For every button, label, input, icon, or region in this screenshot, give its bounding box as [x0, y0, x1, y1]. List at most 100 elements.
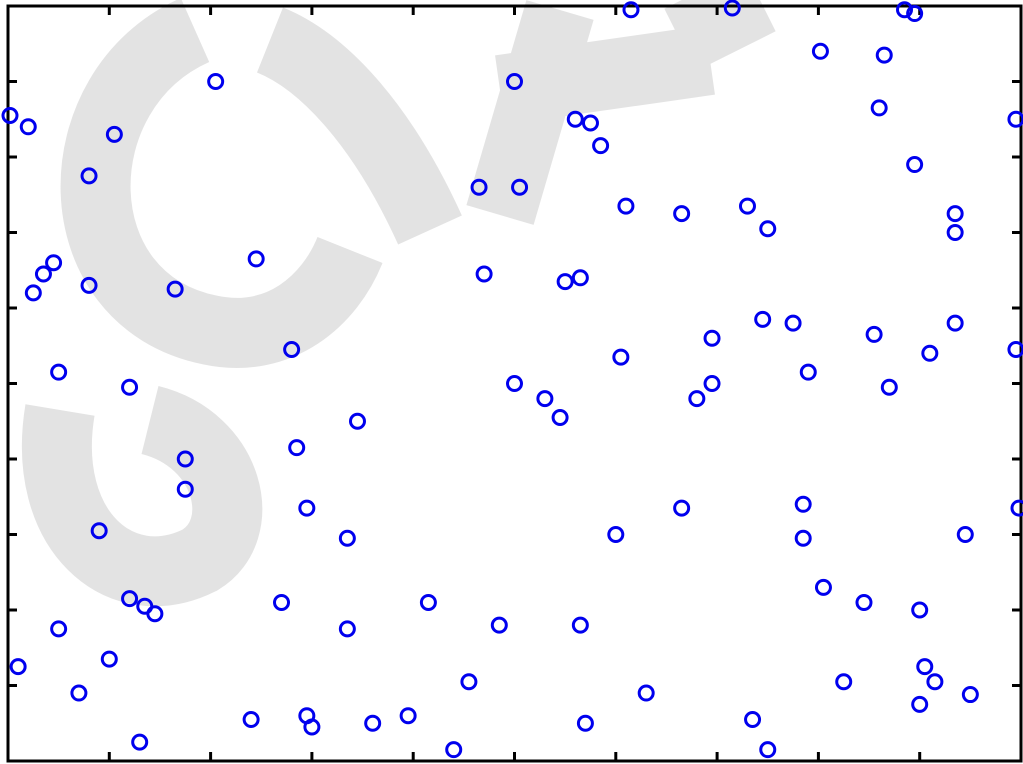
data-point-1-96	[131, 733, 149, 751]
data-point-1-33	[166, 280, 184, 298]
data-point-1-85	[835, 673, 853, 691]
data-point-1-29	[45, 254, 63, 272]
data-point-1-72	[419, 593, 437, 611]
data-point-1-45	[799, 363, 817, 381]
data-point-1-34	[556, 273, 574, 291]
data-point-1-63	[794, 529, 812, 547]
data-point-1-8	[506, 73, 523, 90]
data-point-1-20	[511, 178, 529, 196]
data-point-1-61	[673, 499, 691, 517]
data-point-1-81	[916, 658, 934, 676]
data-point-1-97	[759, 741, 777, 759]
data-point-1-22	[673, 205, 691, 223]
data-point-1-67	[814, 578, 832, 596]
data-point-1-76	[338, 620, 356, 638]
data-point-1-9	[870, 99, 888, 117]
data-point-1-14	[105, 125, 123, 143]
data-point-1-71	[273, 593, 291, 611]
data-point-1-95	[911, 695, 929, 713]
data-point-1-2	[723, 0, 741, 17]
data-point-1-6	[875, 46, 893, 64]
data-point-1-53	[688, 390, 706, 408]
data-point-1-73	[855, 593, 873, 611]
data-point-1-55	[288, 439, 306, 457]
data-point-1-66	[1010, 499, 1023, 517]
data-point-1-94	[744, 710, 762, 728]
data-point-1-35	[571, 269, 589, 287]
data-point-1-11	[19, 118, 37, 136]
data-point-1-91	[399, 707, 417, 725]
data-point-1-92	[364, 714, 382, 732]
data-point-1-32	[80, 276, 98, 294]
data-point-1-47	[703, 375, 721, 392]
data-point-1-86	[637, 684, 655, 702]
data-point-1-26	[946, 224, 964, 241]
data-point-1-84	[70, 684, 88, 702]
data-point-1-46	[946, 314, 964, 332]
data-point-1-57	[176, 480, 194, 498]
data-point-1-50	[506, 375, 523, 392]
data-point-1-5	[811, 42, 829, 60]
data-point-1-43	[50, 363, 68, 381]
data-point-1-88	[242, 710, 260, 728]
watermark-stroke-1	[60, 0, 383, 368]
data-point-1-49	[880, 378, 898, 396]
data-point-1-15	[592, 137, 610, 155]
data-point-1-21	[617, 197, 635, 215]
data-point-1-83	[460, 673, 478, 691]
data-point-1-39	[865, 325, 883, 343]
data-point-1-64	[607, 526, 625, 543]
watermark-stroke-4	[21, 386, 263, 607]
data-point-1-36	[754, 310, 772, 328]
data-point-1-82	[926, 673, 944, 691]
data-point-1-16	[80, 167, 98, 185]
watermark	[21, 0, 776, 607]
data-point-1-75	[50, 620, 68, 638]
data-point-1-10	[1, 106, 19, 124]
data-point-1-77	[490, 616, 508, 634]
data-point-1-3	[896, 1, 914, 19]
data-point-1-25	[946, 205, 964, 223]
watermark-stroke-3	[466, 0, 776, 225]
data-point-1-27	[247, 250, 265, 268]
data-point-1-1	[622, 1, 640, 19]
data-point-1-37	[784, 314, 802, 332]
data-point-1-4	[906, 5, 924, 23]
data-point-1-38	[703, 329, 721, 347]
data-point-1-51	[536, 390, 554, 408]
data-point-1-80	[100, 650, 118, 668]
data-point-1-24	[738, 197, 756, 215]
data-point-1-74	[911, 601, 929, 619]
data-point-1-58	[90, 522, 108, 540]
data-point-1-68	[121, 590, 139, 608]
data-point-1-59	[298, 499, 316, 517]
data-point-1-90	[298, 707, 316, 725]
axis-ticks	[8, 6, 1021, 761]
data-point-1-79	[9, 658, 27, 676]
data-point-1-62	[794, 495, 812, 513]
data-point-1-70	[146, 605, 164, 623]
data-point-1-54	[348, 412, 366, 430]
data-point-1-28	[475, 265, 493, 283]
data-point-1-93	[576, 714, 594, 732]
data-point-1-40	[283, 341, 301, 359]
data-point-1-60	[338, 529, 356, 547]
data-point-1-7	[207, 73, 225, 90]
data-point-1-65	[956, 526, 974, 543]
data-point-1-19	[470, 178, 488, 196]
data-point-1-23	[759, 220, 777, 238]
data-point-1-30	[34, 265, 52, 283]
data-point-1-42	[921, 344, 939, 362]
data-point-1-98	[445, 741, 463, 759]
data-point-1-78	[571, 616, 589, 634]
data-point-1-44	[612, 348, 630, 366]
data-point-1-48	[121, 378, 139, 396]
data-point-1-87	[961, 686, 979, 704]
data-point-1-31	[24, 284, 42, 302]
watermark-stroke-2	[255, 7, 462, 245]
data-point-1-13	[581, 114, 599, 132]
data-point-1-18	[906, 156, 924, 174]
